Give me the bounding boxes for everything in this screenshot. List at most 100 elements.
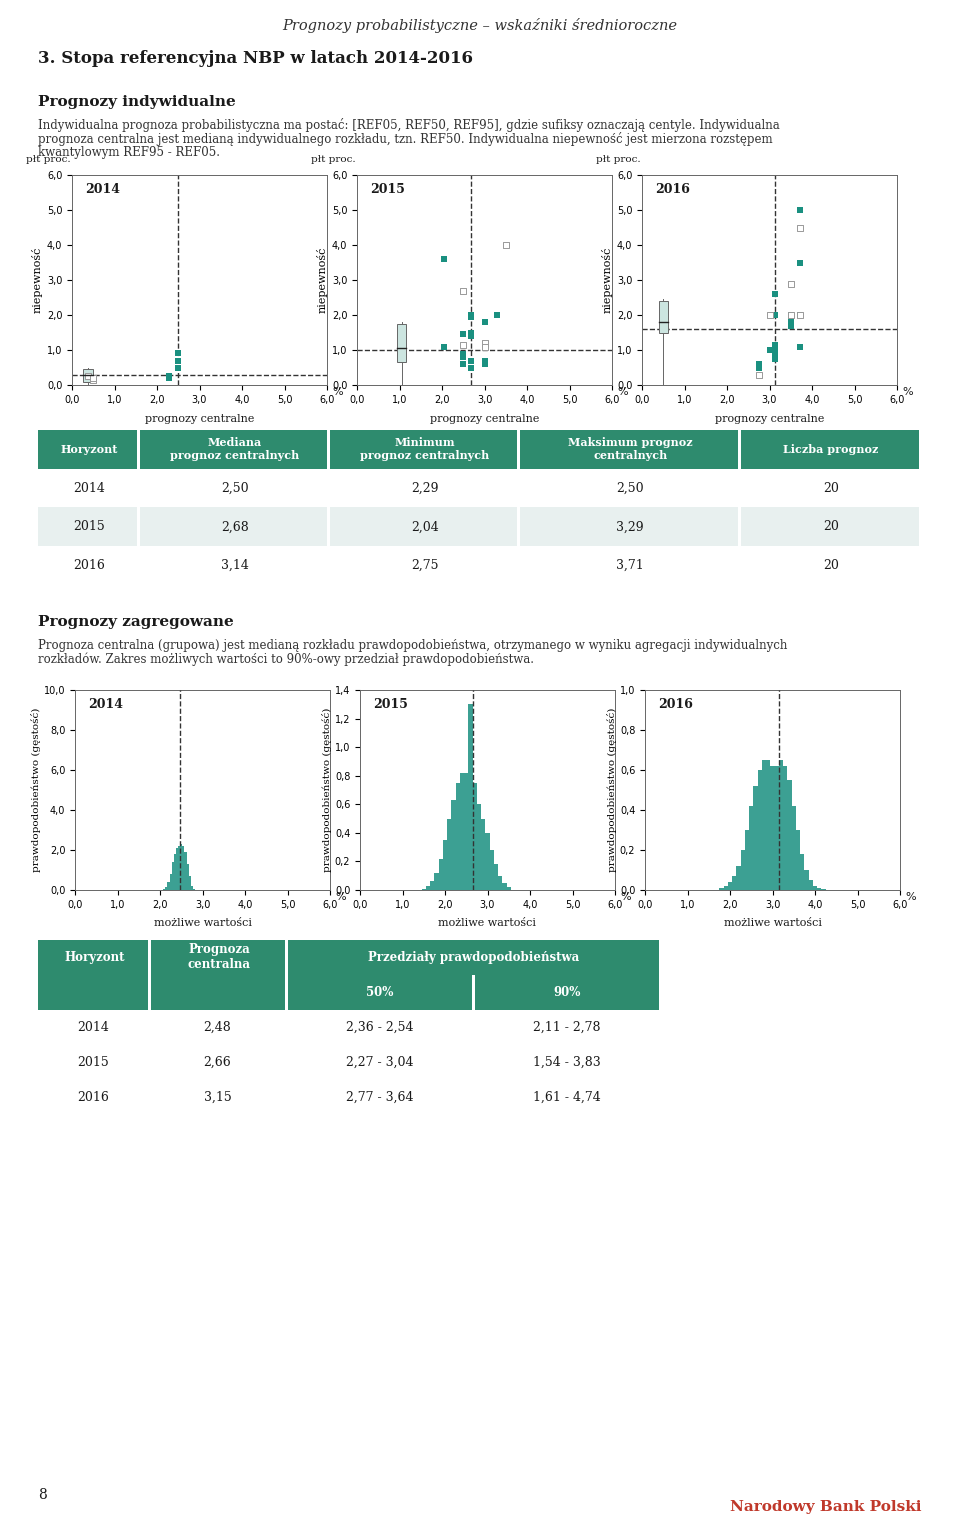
Text: 20: 20 bbox=[823, 521, 839, 533]
Text: 2,04: 2,04 bbox=[411, 521, 439, 533]
Bar bbox=[439, 858, 443, 890]
Text: prognoza centralna jest medianą indywidualnego rozkładu, tzn. REF50. Indywidualn: prognoza centralna jest medianą indywidu… bbox=[38, 132, 773, 146]
Point bbox=[456, 323, 471, 347]
Bar bbox=[468, 705, 472, 890]
Bar bbox=[490, 849, 493, 890]
Bar bbox=[330, 507, 517, 546]
Point bbox=[171, 349, 186, 373]
Bar bbox=[288, 976, 472, 1011]
Bar bbox=[38, 507, 137, 546]
Bar bbox=[186, 864, 188, 890]
Y-axis label: prawdopodobieństwo (gęstość): prawdopodobieństwo (gęstość) bbox=[607, 708, 617, 872]
Point bbox=[768, 338, 783, 362]
Bar bbox=[182, 846, 184, 890]
Bar bbox=[783, 766, 787, 890]
Bar bbox=[176, 848, 178, 890]
Point bbox=[456, 333, 471, 358]
Text: 2016: 2016 bbox=[655, 183, 689, 196]
Bar bbox=[288, 1046, 472, 1081]
Point bbox=[161, 365, 177, 390]
Bar bbox=[172, 861, 174, 890]
Bar bbox=[151, 941, 285, 976]
Bar bbox=[659, 301, 668, 332]
Text: 3,14: 3,14 bbox=[221, 559, 249, 572]
Text: 2,68: 2,68 bbox=[221, 521, 249, 533]
Bar bbox=[519, 546, 738, 584]
Text: 2016: 2016 bbox=[77, 1091, 108, 1103]
Point bbox=[171, 355, 186, 379]
Text: 2,11 - 2,78: 2,11 - 2,78 bbox=[533, 1021, 601, 1033]
Point bbox=[792, 303, 807, 327]
Point bbox=[783, 271, 799, 295]
Point bbox=[161, 365, 177, 390]
Bar bbox=[179, 846, 180, 890]
Bar bbox=[472, 782, 477, 890]
Point bbox=[161, 365, 177, 390]
Text: 90%: 90% bbox=[553, 986, 581, 998]
Text: 2016: 2016 bbox=[73, 559, 106, 572]
Bar bbox=[38, 1046, 148, 1081]
Bar bbox=[443, 840, 447, 890]
Y-axis label: niepewność: niepewność bbox=[32, 247, 42, 314]
Text: 2015: 2015 bbox=[73, 521, 105, 533]
Point bbox=[792, 250, 807, 274]
Text: 2,66: 2,66 bbox=[204, 1056, 231, 1068]
Bar bbox=[396, 324, 406, 362]
Point bbox=[490, 303, 505, 327]
Point bbox=[436, 335, 451, 359]
Point bbox=[464, 303, 479, 327]
Bar bbox=[456, 782, 460, 890]
Text: Prognoza
centralna: Prognoza centralna bbox=[188, 944, 251, 971]
Bar bbox=[740, 546, 919, 584]
Point bbox=[751, 362, 766, 387]
Text: Prognozy zagregowane: Prognozy zagregowane bbox=[38, 615, 234, 629]
Text: 2014: 2014 bbox=[84, 183, 120, 196]
Point bbox=[751, 352, 766, 376]
Bar bbox=[804, 871, 808, 890]
Point bbox=[161, 364, 177, 388]
Bar bbox=[170, 874, 172, 890]
Bar bbox=[792, 807, 796, 890]
Text: Horyzont: Horyzont bbox=[60, 444, 118, 455]
Point bbox=[792, 303, 807, 327]
Text: Minimum
prognoz centralnych: Minimum prognoz centralnych bbox=[360, 437, 490, 461]
Bar bbox=[808, 880, 813, 890]
Point bbox=[85, 368, 101, 393]
Text: 3,15: 3,15 bbox=[204, 1091, 231, 1103]
Bar bbox=[38, 469, 137, 507]
Point bbox=[477, 310, 492, 335]
Point bbox=[85, 365, 101, 390]
Text: Przedziały prawdopodobieństwa: Przedziały prawdopodobieństwa bbox=[368, 951, 579, 963]
Bar bbox=[451, 801, 455, 890]
Bar bbox=[757, 770, 762, 890]
Bar bbox=[189, 877, 191, 890]
Bar bbox=[736, 866, 740, 890]
Bar bbox=[740, 469, 919, 507]
Bar bbox=[475, 1046, 660, 1081]
Point bbox=[456, 345, 471, 370]
Bar bbox=[787, 779, 791, 890]
Point bbox=[456, 352, 471, 376]
Text: %: % bbox=[332, 387, 343, 397]
Text: prognozy centralne: prognozy centralne bbox=[715, 414, 825, 425]
Bar bbox=[330, 431, 517, 469]
Text: Maksimum prognoz
centralnych: Maksimum prognoz centralnych bbox=[567, 437, 692, 461]
Bar bbox=[502, 883, 507, 890]
Y-axis label: prawdopodobieństwo (gęstość): prawdopodobieństwo (gęstość) bbox=[31, 708, 41, 872]
Bar bbox=[426, 886, 430, 890]
Text: 2015: 2015 bbox=[370, 183, 404, 196]
Bar bbox=[477, 804, 481, 890]
Bar bbox=[167, 883, 170, 890]
Bar bbox=[435, 872, 439, 890]
Text: Horyzont: Horyzont bbox=[64, 951, 125, 963]
Text: 2014: 2014 bbox=[73, 481, 106, 495]
Point bbox=[768, 282, 783, 306]
Bar bbox=[775, 766, 779, 890]
Text: możliwe wartości: możliwe wartości bbox=[439, 918, 537, 928]
Text: %: % bbox=[902, 387, 913, 397]
Bar bbox=[447, 819, 451, 890]
Point bbox=[768, 303, 783, 327]
Bar bbox=[475, 976, 660, 1011]
Y-axis label: niepewność: niepewność bbox=[602, 247, 612, 314]
Text: 2014: 2014 bbox=[77, 1021, 108, 1033]
